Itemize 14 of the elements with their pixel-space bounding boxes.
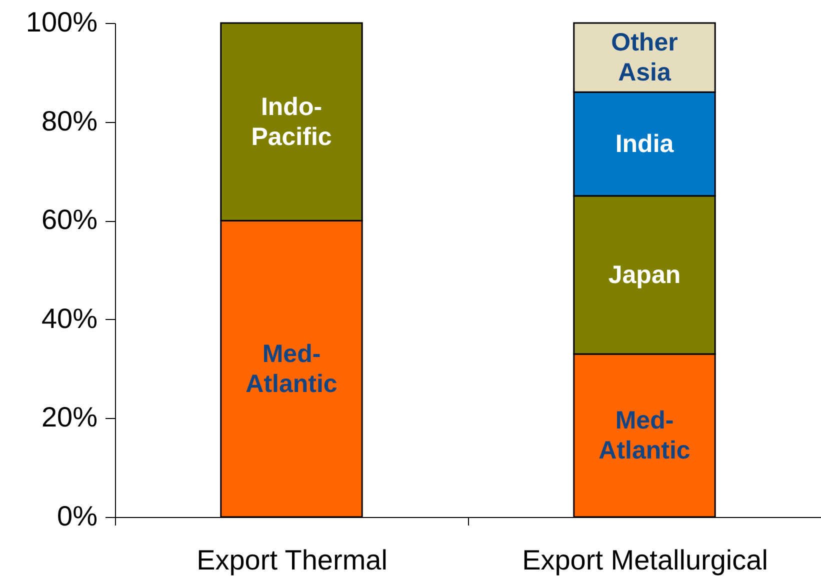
y-tick-label: 80%: [41, 105, 98, 136]
series-label: Med-Atlantic: [246, 340, 338, 398]
y-tick-label: 100%: [26, 6, 98, 38]
y-tick-label: 60%: [41, 204, 98, 236]
x-tick-label: Export Thermal: [196, 544, 388, 576]
series-label: India: [615, 130, 675, 158]
x-tick-label: Export Metallurgical: [522, 544, 768, 576]
series-label: Indo-Pacific: [251, 92, 332, 151]
series-label: Other Asia: [611, 28, 678, 87]
y-tick-label: 0%: [57, 500, 98, 532]
y-tick-label: 40%: [41, 302, 98, 334]
series-label: Japan: [608, 260, 681, 289]
text: Med-Atlantic: [598, 406, 690, 464]
y-tick-label: 20%: [41, 402, 98, 433]
